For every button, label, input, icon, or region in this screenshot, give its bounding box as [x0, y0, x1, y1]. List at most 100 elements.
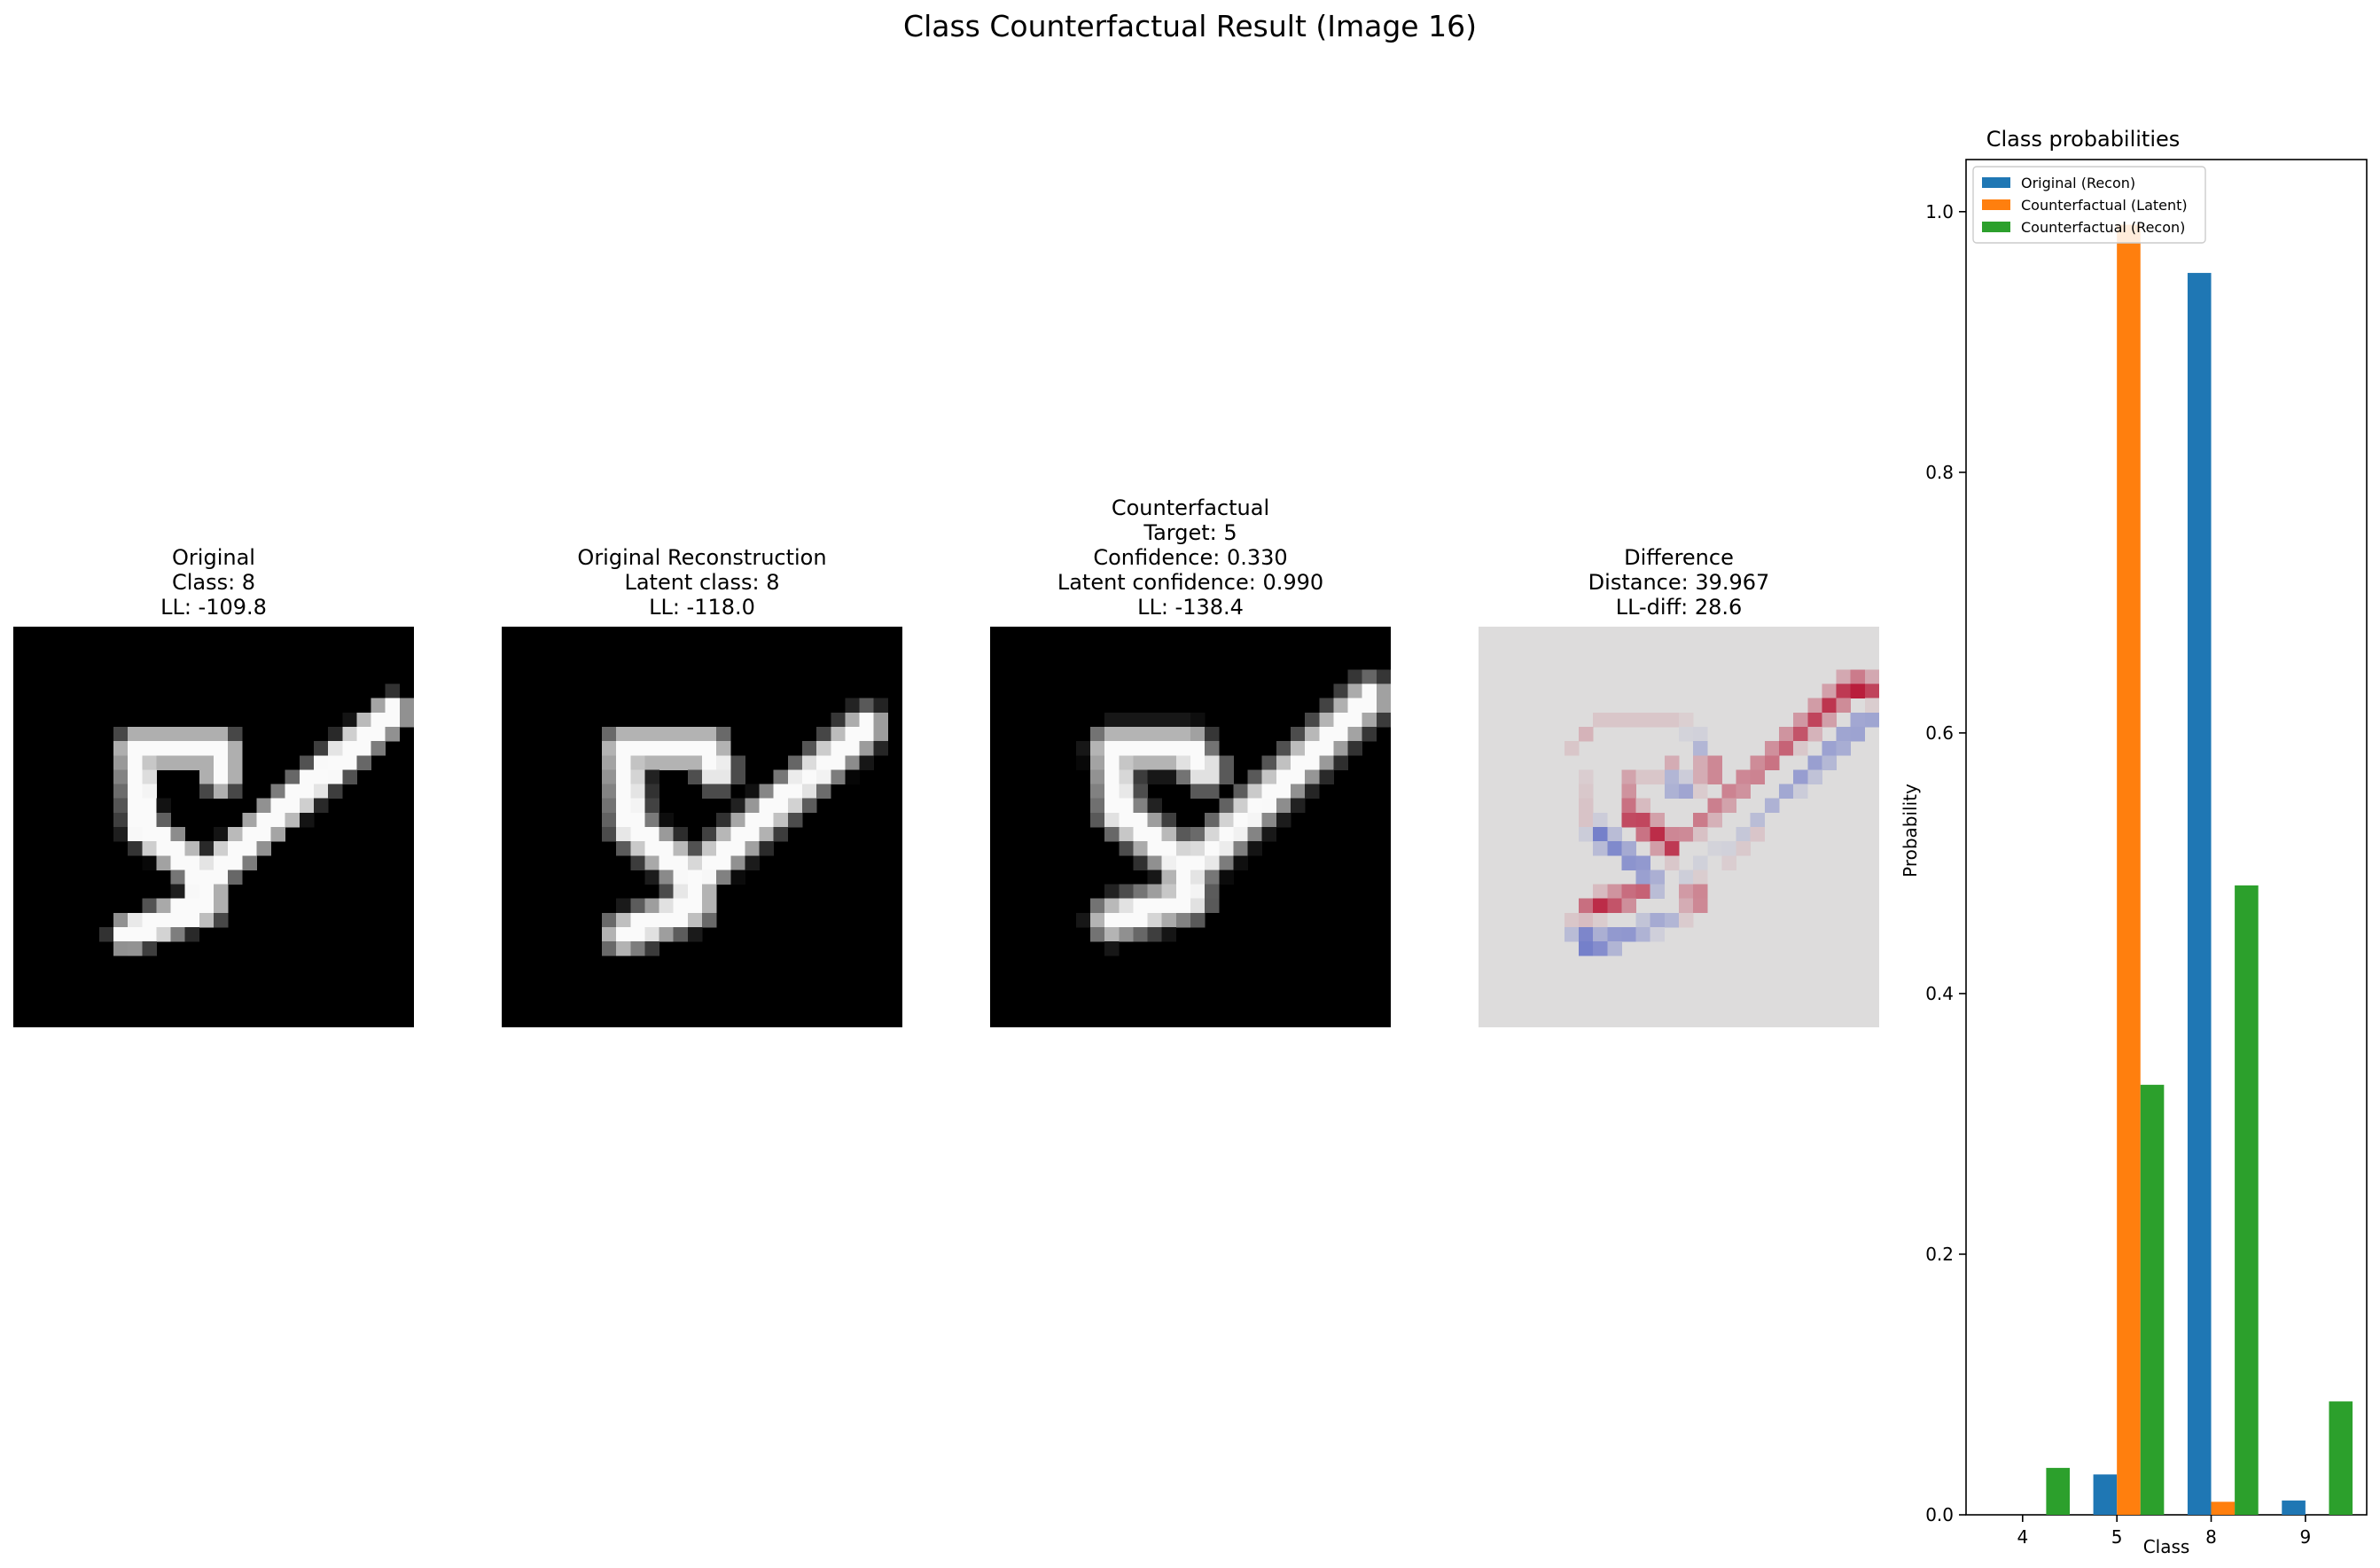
pixel [1190, 827, 1206, 842]
difference-pixel [1564, 741, 1580, 756]
pixel [128, 912, 143, 928]
pixel [199, 884, 215, 900]
pixel [1104, 884, 1120, 900]
title-line: Latent class: 8 [624, 570, 780, 595]
pixel [644, 927, 659, 942]
pixel [299, 812, 315, 828]
pixel [1175, 741, 1191, 756]
difference-pixel [1822, 698, 1837, 714]
pixel [802, 769, 817, 784]
pixel [1347, 712, 1363, 728]
pixel [1261, 812, 1277, 828]
pixel [214, 912, 229, 928]
pixel [256, 827, 271, 842]
pixel [1362, 727, 1377, 742]
title-line: Target: 5 [1143, 520, 1237, 545]
pixel [702, 870, 717, 885]
difference-pixel [1579, 769, 1594, 784]
pixel [142, 912, 157, 928]
difference-pixel [1793, 769, 1808, 784]
pixel [199, 855, 215, 870]
pixel [1104, 912, 1120, 928]
pixel [659, 855, 675, 870]
pixel [702, 827, 717, 842]
difference-pixel [1579, 727, 1594, 742]
original-digit-image [13, 627, 414, 1027]
difference-pixel [1621, 898, 1636, 914]
pixel [602, 769, 617, 784]
pixel [616, 798, 631, 814]
pixel [214, 884, 229, 900]
pixel [673, 855, 689, 870]
difference-pixel [1621, 927, 1636, 942]
pixel [759, 812, 775, 828]
pixel [170, 727, 186, 742]
pixel [128, 741, 143, 756]
pixel [673, 884, 689, 900]
pixel [228, 870, 243, 885]
difference-pixel [1664, 755, 1680, 770]
pixel [1175, 841, 1191, 856]
pixel [1119, 812, 1134, 828]
pixel [1233, 784, 1248, 800]
bar-counterfactual-latent--class-8 [2211, 1502, 2236, 1515]
difference-pixel [1836, 698, 1852, 714]
difference-pixel [1621, 769, 1636, 784]
pixel [199, 755, 215, 770]
pixel [1119, 827, 1134, 842]
pixel [1205, 841, 1220, 856]
pixel [228, 755, 243, 770]
pixel [184, 855, 200, 870]
difference-pixel [1807, 698, 1822, 714]
pixel [1190, 727, 1206, 742]
pixel [156, 727, 171, 742]
pixel [1333, 727, 1348, 742]
pixel [630, 784, 645, 800]
y-tick-label: 0.4 [1925, 983, 1954, 1004]
bar-original-recon--class-9 [2282, 1500, 2306, 1515]
pixel [759, 784, 775, 800]
pixel [1362, 712, 1377, 728]
pixel [673, 841, 689, 856]
difference-pixel [1579, 798, 1594, 814]
difference-pixel [1807, 755, 1822, 770]
pixel [687, 727, 703, 742]
difference-pixel [1650, 827, 1666, 842]
pixel [802, 798, 817, 814]
pixel [659, 812, 675, 828]
pixel [1147, 727, 1163, 742]
pixel [730, 827, 745, 842]
pixel [1090, 798, 1105, 814]
pixel [1090, 812, 1105, 828]
pixel [1190, 769, 1206, 784]
difference-pixel [1707, 812, 1722, 828]
pixel [1247, 812, 1263, 828]
pixel [616, 784, 631, 800]
difference-pixel [1822, 683, 1837, 699]
x-tick-label: 8 [2205, 1526, 2217, 1548]
pixel [285, 784, 300, 800]
y-tick-label: 0.2 [1925, 1244, 1954, 1265]
counterfactual-digit-image [990, 627, 1391, 1027]
difference-pixel [1664, 912, 1680, 928]
pixel [1161, 898, 1177, 914]
pixel [1305, 755, 1320, 770]
bar-counterfactual-latent--class-5 [2117, 224, 2141, 1515]
pixel [616, 898, 631, 914]
difference-pixel [1635, 855, 1651, 870]
difference-pixel [1593, 912, 1608, 928]
difference-pixel [1836, 727, 1852, 742]
title-line: Distance: 39.967 [1588, 570, 1770, 595]
pixel [1133, 884, 1148, 900]
bar-counterfactual-recon--class-5 [2140, 1084, 2165, 1515]
pixel [184, 884, 200, 900]
pixel [1247, 827, 1263, 842]
pixel [745, 827, 760, 842]
pixel [1147, 755, 1163, 770]
difference-pixel [1621, 712, 1636, 728]
pixel [156, 898, 171, 914]
pixel [730, 855, 745, 870]
pixel [142, 798, 157, 814]
pixel [371, 727, 386, 742]
